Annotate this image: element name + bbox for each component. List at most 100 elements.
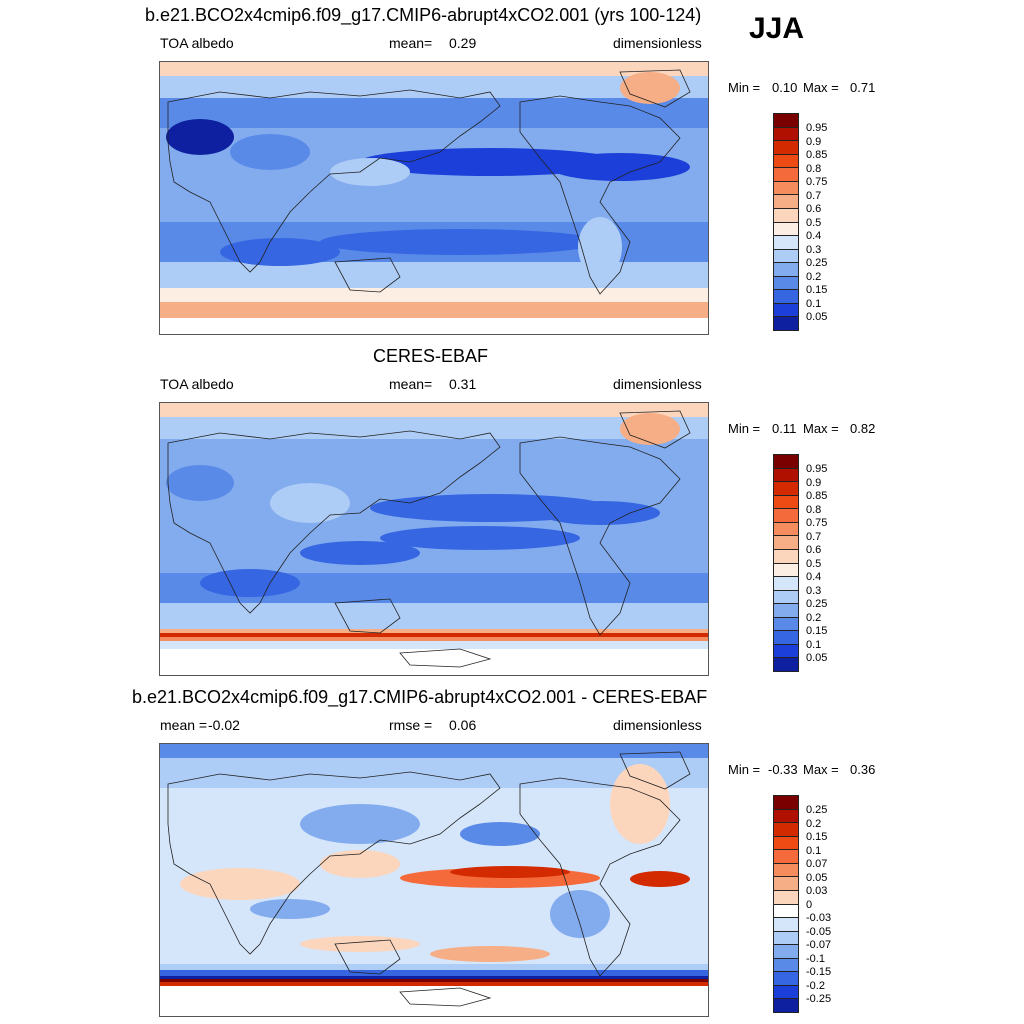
colorbar-swatch (774, 522, 798, 537)
colorbar-tick-label: 0.95 (806, 463, 828, 475)
colorbar-tick-label: 0.03 (806, 885, 828, 897)
panel-2-mean-value: 0.31 (449, 376, 477, 392)
season-label: JJA (749, 12, 805, 45)
colorbar-swatch (774, 823, 798, 837)
colorbar-swatch (774, 945, 798, 959)
colorbar-swatch (774, 836, 798, 851)
panel-2-variable-label: TOA albedo (160, 376, 234, 392)
panel-2-max-value: 0.82 (850, 421, 876, 436)
colorbar-tick-label: 0.85 (806, 149, 828, 161)
colorbar-tick-label: -0.1 (806, 952, 825, 965)
colorbar-swatch (774, 863, 798, 878)
colorbar-tick-label: 0.8 (806, 162, 822, 175)
colorbar-tick-label: 0.6 (806, 203, 822, 215)
colorbar-tick-label: 0.25 (806, 804, 828, 816)
panel-3-map (159, 743, 709, 1017)
colorbar-swatch (774, 455, 798, 469)
colorbar-swatch (774, 468, 798, 483)
colorbar-tick-label: -0.07 (806, 939, 832, 951)
colorbar-swatch (774, 168, 798, 182)
colorbar-swatch (774, 249, 798, 264)
panel-3-map-field (160, 744, 708, 1016)
colorbar-tick-label: 0.3 (806, 243, 822, 256)
colorbar-swatch (774, 577, 798, 591)
panel-1-map (159, 61, 709, 335)
colorbar-tick-label: 0.25 (806, 598, 828, 610)
panel-1-variable-label: TOA albedo (160, 35, 234, 51)
colorbar-tick-label: 0.05 (806, 311, 828, 323)
panel-2-map-field (160, 403, 708, 675)
colorbar-tick-label: 0.75 (806, 517, 828, 529)
colorbar-tick-label: 0.2 (806, 611, 822, 624)
colorbar-tick-label: 0.95 (806, 122, 828, 134)
colorbar-swatch (774, 303, 798, 318)
colorbar-swatch (774, 958, 798, 973)
colorbar-swatch (774, 604, 798, 618)
panel-3-min-value: -0.33 (768, 762, 798, 777)
colorbar-tick-label: 0.1 (806, 638, 822, 651)
panel-3-max-value: 0.36 (850, 762, 876, 777)
colorbar-tick-label: -0.05 (806, 925, 832, 938)
colorbar-swatch (774, 890, 798, 905)
colorbar-swatch (774, 236, 798, 250)
colorbar-swatch (774, 549, 798, 564)
panel-1-min-value: 0.10 (772, 80, 798, 95)
colorbar-tick-label: 0.4 (806, 230, 822, 242)
panel-2-mean-label: mean= (389, 376, 433, 392)
panel-2-min-value: 0.11 (772, 421, 797, 436)
colorbar-swatch (774, 617, 798, 632)
colorbar-tick-label: 0.85 (806, 490, 828, 502)
colorbar-swatch (774, 918, 798, 932)
panel-2-title: CERES-EBAF (373, 346, 489, 366)
panel-1-max-value: 0.71 (850, 80, 876, 95)
colorbar-swatch (774, 904, 798, 919)
colorbar-swatch (774, 263, 798, 277)
colorbar-swatch (774, 972, 798, 986)
colorbar-tick-label: 0.4 (806, 571, 822, 583)
colorbar-swatch (774, 796, 798, 810)
colorbar-swatch (774, 850, 798, 864)
colorbar-swatch (774, 181, 798, 196)
colorbar-swatch (774, 141, 798, 155)
colorbar-swatch (774, 509, 798, 523)
panel-3-rmse-value: 0.06 (449, 717, 477, 733)
colorbar-swatch (774, 644, 798, 659)
colorbar-tick-label: 0.8 (806, 503, 822, 516)
colorbar-tick-label: -0.2 (806, 979, 825, 992)
colorbar-tick-label: 0.9 (806, 135, 822, 148)
panel-1-min-label: Min = (728, 80, 761, 95)
colorbar-tick-label: 0.5 (806, 216, 822, 229)
panel-3-colorbar (773, 795, 799, 1013)
colorbar-swatch (774, 590, 798, 605)
colorbar-swatch (774, 276, 798, 291)
colorbar-tick-label: 0.15 (806, 625, 828, 637)
colorbar-tick-label: 0.2 (806, 817, 822, 830)
colorbar-swatch (774, 317, 798, 330)
colorbar-swatch (774, 127, 798, 142)
colorbar-tick-label: 0.5 (806, 557, 822, 570)
colorbar-tick-label: 0.7 (806, 189, 822, 202)
panel-3-mean-label: mean = (160, 717, 208, 733)
colorbar-tick-label: 0 (806, 898, 813, 911)
colorbar-tick-label: -0.03 (806, 912, 832, 924)
panel-1-mean-value: 0.29 (449, 35, 477, 51)
colorbar-tick-label: 0.1 (806, 297, 822, 310)
colorbar-tick-label: 0.05 (806, 652, 828, 664)
colorbar-swatch (774, 536, 798, 550)
panel-2-colorbar (773, 454, 799, 672)
panel-1-colorbar (773, 113, 799, 331)
colorbar-tick-label: 0.7 (806, 530, 822, 543)
colorbar-swatch (774, 222, 798, 237)
panel-2-map (159, 402, 709, 676)
panel-3-mean-value: -0.02 (208, 717, 240, 733)
panel-1-max-label: Max = (803, 80, 839, 95)
colorbar-tick-label: 0.15 (806, 284, 828, 296)
colorbar-tick-label: 0.2 (806, 270, 822, 283)
panel-2-max-label: Max = (803, 421, 839, 436)
colorbar-tick-label: -0.15 (806, 966, 832, 978)
colorbar-swatch (774, 658, 798, 671)
colorbar-swatch (774, 195, 798, 209)
colorbar-swatch (774, 114, 798, 128)
colorbar-swatch (774, 495, 798, 510)
colorbar-swatch (774, 482, 798, 496)
